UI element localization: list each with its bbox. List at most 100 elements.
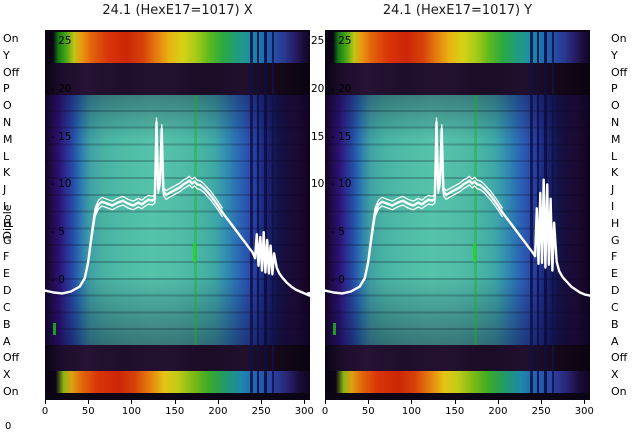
row-label: J — [611, 183, 615, 197]
row-label: Off — [3, 65, 20, 79]
y-tick-label-inside: - 0 — [51, 274, 65, 286]
left-row-labels: On Y Off P O N M L K J I H G F E D C B A Off X On — [3, 30, 25, 400]
row-label: N — [611, 115, 620, 129]
heat-strip-bottom — [325, 371, 590, 393]
row-label: H — [3, 216, 12, 230]
y-tick-label-gap: 10 — [311, 178, 325, 191]
y-tick-label-inside: - 5 — [51, 226, 65, 239]
profile-curve-line — [371, 117, 503, 232]
row-label: P — [611, 82, 618, 96]
row-label: D — [611, 284, 620, 298]
x-tick-mark — [497, 400, 499, 404]
x-tick-label: 250 — [251, 406, 271, 417]
y-tick-label-inside: - 5 — [331, 226, 345, 239]
x-tick-label: 100 — [121, 406, 141, 417]
y-tick-label-inside: - 10 — [331, 178, 352, 191]
x-tick-mark — [368, 400, 370, 404]
row-label: D — [3, 284, 12, 298]
x-tick-label: 150 — [165, 406, 185, 417]
row-label: O — [611, 99, 620, 113]
row-label: F — [3, 250, 10, 264]
row-label: N — [3, 115, 12, 129]
x-tick-label: 300 — [294, 406, 314, 417]
row-label: O — [3, 99, 12, 113]
x-tick-mark — [88, 400, 90, 404]
row-label: B — [3, 317, 11, 331]
y-tick-label-gap: 20 — [311, 82, 325, 95]
row-label: E — [3, 267, 10, 281]
y-tick-label-inside: - 15 — [331, 130, 352, 143]
heatmap-plot-x: - 25 - 20 - 15 - 10 - 5 - 0 — [43, 30, 315, 400]
row-label: H — [611, 216, 620, 230]
x-tick-mark — [325, 400, 326, 404]
row-label: A — [3, 334, 11, 348]
row-label: M — [3, 132, 13, 146]
row-label: On — [611, 384, 627, 398]
row-label: Off — [611, 65, 628, 79]
x-tick-mark — [541, 400, 543, 404]
heat-edge-bottom — [325, 393, 590, 400]
x-tick-mark — [174, 400, 176, 404]
profile-curve-line — [91, 117, 223, 232]
right-row-labels: On Y Off P O N M L K J I H G F E D C B A Off X On — [611, 30, 638, 400]
x-tick-label: 50 — [361, 406, 375, 417]
row-label: I — [611, 200, 615, 214]
row-label: M — [611, 132, 621, 146]
heatmap-plot-y: - 25 - 20 - 15 - 10 - 5 - 0 — [306, 30, 602, 400]
row-label: B — [611, 317, 619, 331]
row-label: On — [3, 384, 19, 398]
profile-curve — [306, 117, 602, 300]
profile-curve-line — [43, 121, 315, 298]
x-tick-label: 200 — [208, 406, 228, 417]
row-label: Off — [3, 351, 20, 365]
y-tick-label-gap: 15 — [311, 130, 325, 143]
row-label: L — [3, 149, 10, 163]
row-label: P — [3, 82, 10, 96]
row-label: X — [3, 368, 11, 382]
x-tick-label: 150 — [445, 406, 465, 417]
x-tick-label: 300 — [574, 406, 594, 417]
x-tick-label: 250 — [531, 406, 551, 417]
x-tick-mark — [584, 400, 586, 404]
x-tick-label: 0 — [321, 406, 329, 417]
heat-edge-top — [325, 30, 590, 32]
profile-curve — [43, 117, 315, 298]
row-label: E — [611, 267, 618, 281]
row-label: C — [611, 300, 619, 314]
profile-curve-line — [306, 121, 602, 300]
left-plot-title: 24.1 (HexE17=1017) X — [102, 3, 253, 18]
row-label: C — [3, 300, 11, 314]
row-label: Off — [611, 351, 628, 365]
x-tick-mark — [454, 400, 456, 404]
y-tick-label-inside: - 10 — [51, 178, 72, 191]
row-label: K — [3, 166, 11, 180]
x-tick-mark — [45, 400, 46, 404]
row-label: K — [611, 166, 619, 180]
heat-edge-bottom — [45, 393, 310, 400]
row-label: A — [611, 334, 619, 348]
heat-strip-bottom — [45, 371, 310, 393]
y-tick-label-gap: 25 — [311, 35, 325, 47]
row-label: F — [611, 250, 618, 264]
right-plot-title: 24.1 (HexE17=1017) Y — [382, 3, 533, 18]
x-tick-label: 100 — [401, 406, 421, 417]
y-tick-label-inside: - 20 — [51, 82, 72, 95]
row-label: G — [3, 233, 12, 247]
y-tick-label-inside: - 20 — [331, 82, 352, 95]
row-label: Y — [3, 48, 10, 62]
y-tick-label-inside: - 15 — [51, 130, 72, 143]
x-tick-mark — [217, 400, 219, 404]
x-tick-mark — [131, 400, 133, 404]
x-tick-mark — [304, 400, 306, 404]
y-tick-label-inside: - 25 — [331, 35, 352, 47]
x-tick-label: 200 — [488, 406, 508, 417]
row-label: On — [3, 31, 19, 45]
row-label: G — [611, 233, 620, 247]
heat-edge-top — [45, 30, 310, 32]
x-tick-label: 0 — [41, 406, 49, 417]
y-tick-label-inside: - 0 — [331, 274, 345, 286]
origin-tick-label: 0 — [5, 421, 12, 432]
row-label: L — [611, 149, 618, 163]
row-label: On — [611, 31, 627, 45]
y-tick-label-inside: - 25 — [51, 35, 72, 47]
